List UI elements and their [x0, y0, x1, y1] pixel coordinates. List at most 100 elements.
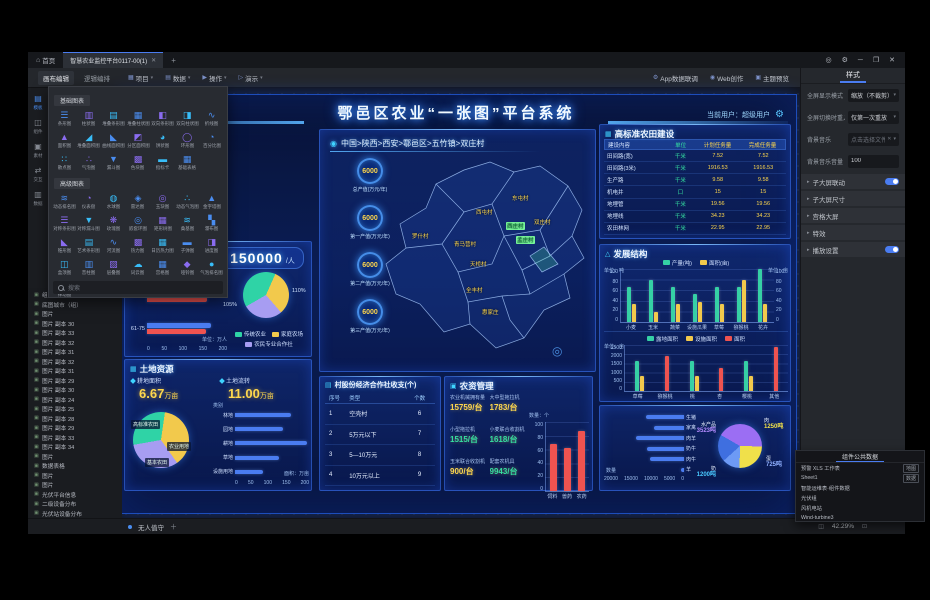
layer-item[interactable]: ▣ 光伏平台信息 [28, 490, 122, 500]
palette-item[interactable]: ❋ 玫瑰图 [101, 213, 126, 234]
toolbar-item[interactable]: ⇄ 交互 [28, 166, 48, 183]
toggle-switch[interactable] [885, 246, 899, 253]
section-playback[interactable]: ▸ 播放设置 [801, 242, 905, 257]
district-map[interactable] [372, 152, 592, 367]
palette-item[interactable]: ▩ 色块图 [126, 152, 151, 173]
layer-item[interactable]: ▣ 图片 副本 29 [28, 376, 122, 386]
new-tab-button[interactable]: + [171, 55, 176, 65]
palette-item[interactable]: ◯ 环形图 [175, 130, 200, 151]
menu-dropdown[interactable]: ▷ 演示 ▾ [239, 73, 263, 83]
menu-logic-edit[interactable]: 逻辑编排 [84, 75, 110, 83]
palette-item[interactable]: ▦ 基础表格 [175, 152, 200, 173]
palette-item[interactable]: ▼ 漏斗图 [101, 152, 126, 173]
palette-item[interactable]: ▥ 音柱图 [77, 257, 102, 278]
palette-item[interactable]: ▦ 矩形树图 [150, 213, 175, 234]
volume-input[interactable]: 100 [848, 154, 899, 168]
menu-dropdown[interactable]: ▦ 项目 ▾ [128, 73, 153, 83]
data-source-item[interactable]: 光伏组 [796, 493, 924, 503]
layer-item[interactable]: ▣ 数据表格 [28, 461, 122, 471]
layer-item[interactable]: ▣ 图片 [28, 471, 122, 481]
tab-home[interactable]: ⌂ 首页 [28, 52, 63, 68]
palette-item[interactable]: ∴ 气泡图 [77, 152, 102, 173]
layer-item[interactable]: ▣ 图片 [28, 452, 122, 462]
menu-canvas-edit[interactable]: 画布编辑 [38, 70, 74, 85]
fit-screen-icon[interactable]: ⊡ [861, 524, 867, 530]
breadcrumb[interactable]: ◉ 中国>陕西>西安>鄠邑区>五竹镇>双庄村 [330, 138, 484, 149]
menu-dropdown[interactable]: ▤ 数据 ▾ [165, 73, 190, 83]
palette-item[interactable]: ● 气泡排名图 [199, 257, 224, 278]
palette-item[interactable]: ◆ 哑铃图 [175, 257, 200, 278]
palette-item[interactable]: ☰ 条形图 [52, 108, 77, 129]
palette-item[interactable]: ▬ 子弹图 [175, 235, 200, 256]
palette-item[interactable]: ◧ 双向条形图 [150, 108, 175, 129]
toolbar-item[interactable]: ▤ 模板 [28, 94, 48, 111]
layer-item[interactable]: ▣ 图片 副本 34 [28, 442, 122, 452]
toolbar-item[interactable]: ▣ 素材 [28, 142, 48, 159]
layer-item[interactable]: ▣ 图片 副本 30 [28, 385, 122, 395]
clear-icon[interactable]: ✕ [887, 136, 892, 142]
palette-item[interactable]: ◢ 堆叠面积图 [77, 130, 102, 151]
palette-item[interactable]: ▲ 金字塔图 [199, 191, 224, 212]
section-sub-screen-size[interactable]: ▸ 子大屏尺寸 [801, 191, 905, 206]
music-file-picker[interactable]: 点击选择文件 ✕ ▾ [848, 132, 899, 146]
data-source-item[interactable]: 预警 XLS 工作表 地图 [796, 463, 924, 473]
menu-dropdown[interactable]: ▶ 操作 ▾ [202, 73, 226, 83]
palette-item[interactable]: ☰ 对称条形图 [52, 213, 77, 234]
palette-item[interactable]: ▬ 指标卡 [150, 152, 175, 173]
tab-active-project[interactable]: 智慧农业监控平台0117-00(1) ✕ [63, 52, 164, 68]
window-control-icon[interactable]: ◎ [825, 57, 832, 64]
palette-item[interactable]: ▲ 面积图 [52, 130, 77, 151]
page-tab[interactable]: 无人值守 [138, 524, 164, 532]
layer-item[interactable]: ▣ 光伏站设备分布 [28, 509, 122, 519]
palette-item[interactable]: ◩ 分区面积图 [126, 130, 151, 151]
data-source-item[interactable]: 风机电站 [796, 503, 924, 513]
palette-item[interactable]: ▚ 瀑布图 [199, 213, 224, 234]
palette-item[interactable]: ☁ 词云图 [126, 257, 151, 278]
window-control-icon[interactable]: ❐ [872, 57, 880, 64]
palette-item[interactable]: ◨ 双向柱状图 [175, 108, 200, 129]
toolbar-item[interactable]: ▥ 数据 [28, 190, 48, 207]
layer-item[interactable]: ▣ 图片 副本 33 [28, 433, 122, 443]
data-source-item[interactable]: Wind-turbine3 [796, 513, 924, 523]
palette-item[interactable]: ∴ 动态气泡图 [175, 191, 200, 212]
add-page-button[interactable]: ＋ [170, 523, 177, 531]
window-control-icon[interactable]: ─ [857, 56, 863, 64]
layer-item[interactable]: ▣ 图片 [28, 309, 122, 319]
palette-item[interactable]: ▤ 堆叠条形图 [101, 108, 126, 129]
layer-item[interactable]: ▣ 图片 副本 29 [28, 423, 122, 433]
zoom-level[interactable]: 42.29% [831, 523, 854, 530]
toggle-switch[interactable] [885, 178, 899, 185]
layer-item[interactable]: ▣ 图片 副本 32 [28, 357, 122, 367]
palette-item[interactable]: ◣ 曲线面积图 [101, 130, 126, 151]
layout-icon[interactable]: ◫ [818, 524, 824, 530]
layer-item[interactable]: ▣ 图片 副本 25 [28, 404, 122, 414]
section-effects[interactable]: ▸ 特效 [801, 225, 905, 240]
layer-item[interactable]: ▣ 二级设备分布 [28, 499, 122, 509]
palette-item[interactable]: ◍ 水球图 [101, 191, 126, 212]
tab-shared-data[interactable]: 组件公共数据 [835, 451, 884, 462]
palette-item[interactable]: ∿ 河流图 [101, 235, 126, 256]
layer-item[interactable]: ▣ 底图城市（组） [28, 300, 122, 310]
window-control-icon[interactable]: ⚙ [841, 57, 848, 64]
menu-right-item[interactable]: ◉ Web创作 [710, 73, 744, 83]
palette-item[interactable]: ▦ 堆叠柱状图 [126, 108, 151, 129]
palette-item[interactable]: ◕ 饼状图 [150, 130, 175, 151]
replay-mode-select[interactable]: 仅第一次重放 ▾ [848, 110, 899, 124]
palette-item[interactable]: ◣ 锥形图 [52, 235, 77, 256]
section-grid-screen[interactable]: ▸ 宫格大屏 [801, 208, 905, 223]
palette-item[interactable]: ≋ 桑基图 [175, 213, 200, 234]
layer-item[interactable]: ▣ 图片 副本 32 [28, 338, 122, 348]
data-source-item[interactable]: 智能运维表·组件数据 [796, 483, 924, 493]
layer-item[interactable]: ▣ 图片 [28, 480, 122, 490]
palette-item[interactable]: ∿ 折线图 [199, 108, 224, 129]
window-control-icon[interactable]: ✕ [889, 57, 895, 64]
palette-item[interactable]: ∷ 散点图 [52, 152, 77, 173]
layer-item[interactable]: ▣ 图片 副本 33 [28, 328, 122, 338]
palette-item[interactable]: ▧ 层叠图 [101, 257, 126, 278]
data-source-item[interactable]: Sheet1 数据 [796, 473, 924, 483]
toolbar-item[interactable]: ◫ 组件 [28, 118, 48, 135]
palette-item[interactable]: ▦ 日历热力图 [150, 235, 175, 256]
layer-item[interactable]: ▣ 图片 副本 24 [28, 395, 122, 405]
layer-item[interactable]: ▣ 图片 副本 31 [28, 366, 122, 376]
section-sub-screen-link[interactable]: ▸ 子大屏联动 [801, 174, 905, 189]
